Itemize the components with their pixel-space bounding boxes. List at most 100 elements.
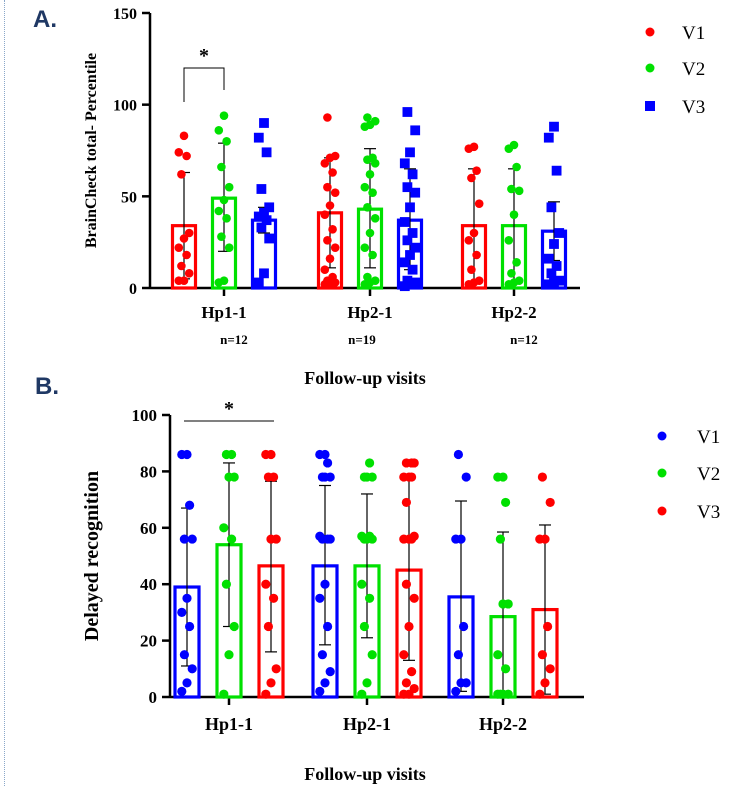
data-point xyxy=(323,236,332,245)
data-point xyxy=(407,228,418,238)
legend-label: V1 xyxy=(697,427,720,448)
data-point xyxy=(182,449,192,460)
data-point xyxy=(365,531,375,541)
data-point xyxy=(549,121,559,132)
data-point xyxy=(461,678,471,688)
data-point xyxy=(493,650,503,660)
data-point xyxy=(179,276,189,285)
data-point xyxy=(269,593,279,603)
significance-label: * xyxy=(224,398,234,420)
significance-label: * xyxy=(199,45,209,67)
data-point xyxy=(325,472,335,482)
legend-label: V2 xyxy=(697,464,720,485)
legend-label: V1 xyxy=(682,23,705,44)
data-point xyxy=(498,472,508,482)
data-point xyxy=(402,182,413,193)
data-point xyxy=(219,276,229,285)
data-point xyxy=(259,268,269,279)
data-point xyxy=(405,250,415,260)
data-point xyxy=(256,184,267,194)
data-point xyxy=(399,650,409,660)
data-point xyxy=(554,228,565,238)
data-point xyxy=(509,210,519,219)
data-point xyxy=(507,269,516,278)
data-point xyxy=(182,250,191,260)
y-tick-label: 0 xyxy=(149,688,158,707)
data-point xyxy=(410,242,421,253)
category-label: Hp2-1 xyxy=(347,303,392,322)
data-point xyxy=(472,166,481,175)
sample-size-label: n=12 xyxy=(510,332,538,347)
y-tick-label: 0 xyxy=(129,281,137,298)
data-point xyxy=(177,607,187,618)
data-point xyxy=(323,621,333,632)
category-label: Hp2-2 xyxy=(479,714,527,734)
data-point xyxy=(174,148,184,157)
data-point xyxy=(360,243,370,252)
data-point xyxy=(229,472,239,482)
data-point xyxy=(187,534,197,544)
data-point xyxy=(410,125,421,136)
data-point xyxy=(501,664,511,674)
data-point xyxy=(330,188,340,197)
data-point xyxy=(177,686,187,696)
data-point xyxy=(219,523,229,533)
data-point xyxy=(404,621,414,632)
data-point xyxy=(222,214,231,223)
y-tick-label: 60 xyxy=(140,519,157,538)
data-point xyxy=(410,187,421,198)
panel-a: A. 0 50 100 150 BrainCheck total- Percentile H… xyxy=(33,6,705,388)
data-point xyxy=(469,228,479,238)
data-point xyxy=(540,678,550,688)
data-point xyxy=(537,650,548,660)
data-point xyxy=(359,621,369,632)
category-label: Hp2-1 xyxy=(343,714,391,734)
data-point xyxy=(256,222,267,233)
data-point xyxy=(549,239,559,249)
data-point xyxy=(269,472,279,482)
data-point xyxy=(453,449,463,460)
data-point xyxy=(263,621,273,632)
y-tick-label: 100 xyxy=(113,98,137,115)
data-point xyxy=(467,265,476,274)
data-point xyxy=(214,206,224,216)
data-point xyxy=(399,158,410,169)
data-point xyxy=(370,276,380,285)
data-point xyxy=(179,234,189,243)
data-point xyxy=(405,147,415,158)
data-point xyxy=(320,678,330,688)
panel-b: B. 0 20 40 60 80 100 Delayed recognition Hp1-1 Hp… xyxy=(35,373,720,784)
data-point xyxy=(271,664,281,674)
legend-marker xyxy=(657,468,667,478)
data-point xyxy=(399,257,410,268)
data-point xyxy=(363,113,372,122)
category-label: Hp2-2 xyxy=(491,303,536,322)
data-point xyxy=(185,500,195,510)
panel-letter: B. xyxy=(35,373,59,400)
data-point xyxy=(315,531,325,541)
data-point xyxy=(179,534,189,544)
data-point xyxy=(320,579,330,589)
x-axis-label: Follow-up visits xyxy=(304,368,426,388)
data-point xyxy=(185,621,195,632)
data-point xyxy=(409,593,419,603)
legend-marker xyxy=(645,63,655,73)
data-point xyxy=(399,281,410,292)
data-point xyxy=(253,132,264,143)
data-point xyxy=(512,258,521,267)
data-point xyxy=(179,650,189,660)
data-point xyxy=(261,689,271,699)
y-tick-label: 80 xyxy=(140,462,157,481)
data-point xyxy=(512,162,521,172)
data-point xyxy=(184,228,194,238)
data-point xyxy=(370,214,380,223)
y-axis-label: BrainCheck total- Percentile xyxy=(83,53,100,248)
data-point xyxy=(451,686,461,696)
legend-marker xyxy=(657,431,667,441)
data-point xyxy=(224,243,234,252)
y-tick-label: 40 xyxy=(140,575,157,594)
data-point xyxy=(495,534,505,544)
data-point xyxy=(357,689,367,699)
data-point xyxy=(402,107,413,117)
data-point xyxy=(501,497,511,508)
